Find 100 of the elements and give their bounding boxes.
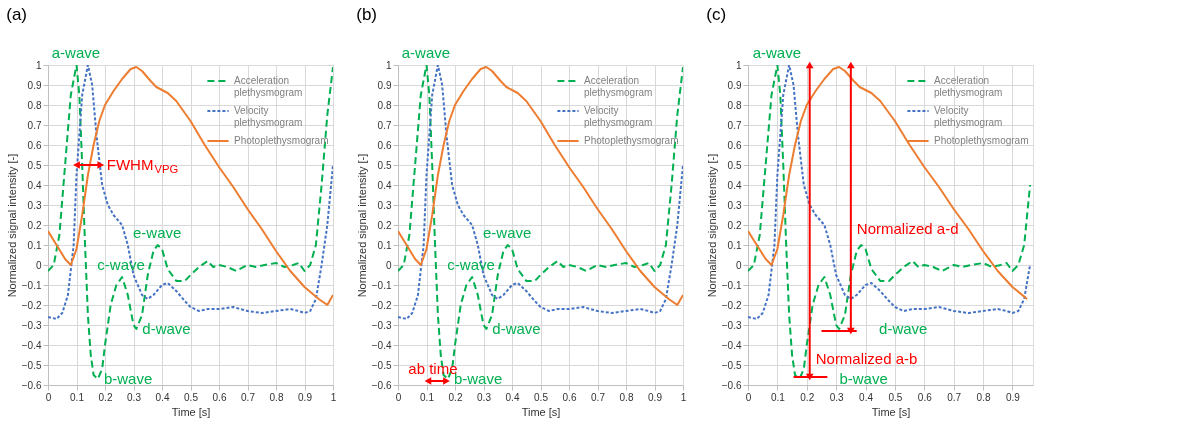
x-tick-label: 0.7 xyxy=(591,391,606,403)
y-tick-label: 0.9 xyxy=(727,79,742,91)
y-tick-label: −0.5 xyxy=(721,359,742,371)
y-tick-label: 0.3 xyxy=(27,199,42,211)
x-tick-label: 0.2 xyxy=(448,391,463,403)
x-tick-label: 0.4 xyxy=(155,391,170,403)
y-axis-title: Normalized signal intensity [-] xyxy=(705,153,718,298)
y-tick-label: 0.4 xyxy=(727,179,742,191)
chart-title: (a) xyxy=(6,4,28,24)
y-tick-label: 0.8 xyxy=(377,99,392,111)
y-tick-label: 0 xyxy=(35,259,42,271)
y-tick-label: −0.6 xyxy=(371,379,392,391)
y-tick-label: 0.4 xyxy=(27,179,42,191)
x-tick-label: 0.1 xyxy=(770,391,786,403)
x-tick-label: 0.2 xyxy=(98,391,113,403)
x-tick-label: 0.5 xyxy=(534,391,549,403)
y-tick-label: 0.1 xyxy=(377,239,392,251)
annotation: Normalized a-d xyxy=(856,220,959,237)
annotation: c-wave xyxy=(97,255,145,273)
y-tick-label: 0.1 xyxy=(27,239,42,251)
y-tick-label: 0.9 xyxy=(377,79,392,91)
x-tick-label: 0.7 xyxy=(241,391,256,403)
y-tick-label: 0.2 xyxy=(377,219,392,231)
annotation: a-wave xyxy=(401,43,451,61)
y-tick-label: 0.8 xyxy=(727,99,742,111)
annotation: a-wave xyxy=(51,43,101,61)
y-tick-label: 0 xyxy=(735,259,742,271)
y-tick-label: 0.5 xyxy=(27,159,42,171)
x-tick-label: 0.6 xyxy=(917,391,933,403)
y-tick-label: 0 xyxy=(385,259,392,271)
legend-label: Acceleration plethysmogram xyxy=(934,75,1003,98)
y-tick-label: −0.2 xyxy=(371,299,392,311)
chart-title: (b) xyxy=(356,4,378,24)
y-tick-label: −0.1 xyxy=(371,279,392,291)
x-axis-title: Time [s] xyxy=(871,405,911,418)
legend-label: Photoplethysmogram xyxy=(584,135,679,146)
y-tick-label: 0.6 xyxy=(27,139,42,151)
x-tick-label: 1 xyxy=(330,391,337,403)
x-tick-label: 0.1 xyxy=(420,391,435,403)
x-tick-label: 0.4 xyxy=(505,391,520,403)
y-tick-label: −0.3 xyxy=(721,319,742,331)
y-tick-label: −0.3 xyxy=(21,319,42,331)
y-tick-label: 0.6 xyxy=(377,139,392,151)
x-tick-label: 0.2 xyxy=(800,391,815,403)
x-tick-label: 0.8 xyxy=(619,391,634,403)
x-tick-label: 0.8 xyxy=(976,391,991,403)
x-tick-label: 0 xyxy=(395,391,402,403)
x-tick-label: 0.9 xyxy=(298,391,313,403)
annotation: d-wave xyxy=(879,320,928,337)
y-tick-label: −0.4 xyxy=(21,339,42,351)
annotation: e-wave xyxy=(482,223,532,241)
y-tick-label: −0.6 xyxy=(721,379,742,391)
y-axis-title: Normalized signal intensity [-] xyxy=(355,153,368,298)
y-tick-label: −0.6 xyxy=(21,379,42,391)
y-tick-label: 0.3 xyxy=(377,199,392,211)
y-tick-label: −0.2 xyxy=(21,299,42,311)
annotation: a-wave xyxy=(752,43,801,61)
y-tick-label: 0.6 xyxy=(727,139,742,151)
y-tick-label: 0.5 xyxy=(727,159,742,171)
x-axis-title: Time [s] xyxy=(521,405,561,418)
x-tick-label: 0.3 xyxy=(127,391,142,403)
x-tick-label: 1 xyxy=(680,391,687,403)
legend-label: Photoplethysmogram xyxy=(234,135,329,146)
y-tick-label: 0.4 xyxy=(377,179,392,191)
y-tick-label: −0.4 xyxy=(371,339,392,351)
x-tick-label: 0.3 xyxy=(829,391,845,403)
x-tick-label: 0.8 xyxy=(269,391,284,403)
y-tick-label: −0.2 xyxy=(721,299,742,311)
legend-label: Acceleration plethysmogram xyxy=(584,75,653,98)
x-tick-label: 0.5 xyxy=(888,391,903,403)
chart-title: (c) xyxy=(706,4,727,24)
x-tick-label: 0 xyxy=(45,391,52,403)
annotation: b-wave xyxy=(103,370,153,387)
y-tick-label: 0.8 xyxy=(27,99,42,111)
y-tick-label: −0.1 xyxy=(21,279,42,291)
y-tick-label: 0.7 xyxy=(27,119,42,131)
y-tick-label: 0.3 xyxy=(727,199,742,211)
y-tick-label: 1 xyxy=(35,59,42,71)
y-tick-label: −0.3 xyxy=(371,319,392,331)
legend-label: Velocity plethysmogram xyxy=(234,105,303,128)
x-tick-label: 0.7 xyxy=(947,391,962,403)
x-tick-label: 0.9 xyxy=(1005,391,1021,403)
annotation: b-wave xyxy=(839,370,888,387)
y-tick-label: 1 xyxy=(385,59,392,71)
x-tick-label: 0.4 xyxy=(859,391,874,403)
legend-label: Velocity plethysmogram xyxy=(934,105,1003,128)
y-tick-label: 0.5 xyxy=(377,159,392,171)
x-tick-label: 0 xyxy=(745,391,752,403)
y-tick-label: 0.2 xyxy=(27,219,42,231)
annotation: Normalized a-b xyxy=(815,350,918,367)
legend-label: Photoplethysmogram xyxy=(934,135,1029,146)
x-axis-title: Time [s] xyxy=(171,405,211,418)
y-tick-label: −0.5 xyxy=(21,359,42,371)
y-axis-title: Normalized signal intensity [-] xyxy=(5,153,18,298)
annotation: c-wave xyxy=(447,255,495,273)
x-tick-label: 0.1 xyxy=(70,391,85,403)
annotation: d-wave xyxy=(142,320,191,337)
y-tick-label: 0.9 xyxy=(27,79,42,91)
annotation: d-wave xyxy=(492,320,541,337)
y-tick-label: 0.7 xyxy=(377,119,392,131)
